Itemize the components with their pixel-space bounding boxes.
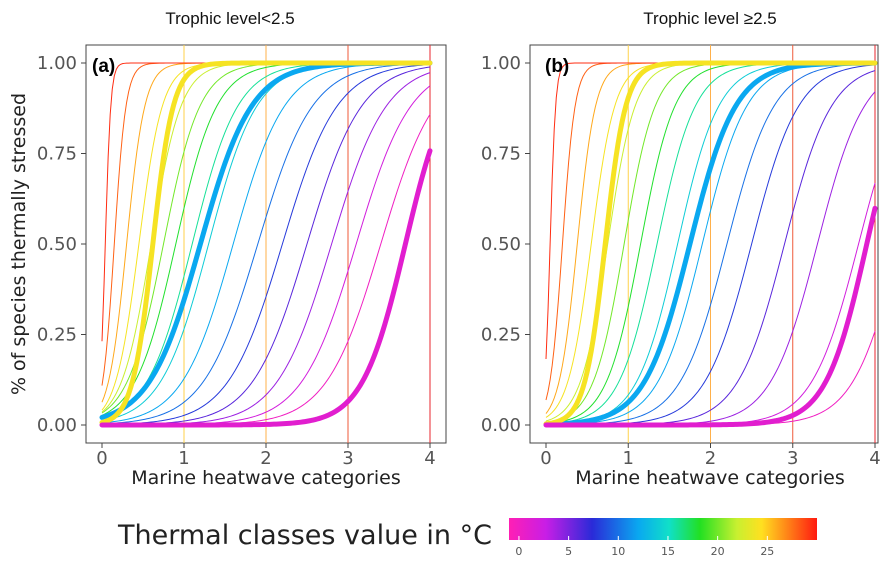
y-tick-label: 0.25 <box>481 325 521 346</box>
y-axis: 0.00 0.25 0.50 0.75 1.00 <box>37 53 86 436</box>
x-axis-title: Marine heatwave categories <box>131 467 400 489</box>
x-tick-label: 2 <box>260 448 271 469</box>
panel-label: (a) <box>92 56 115 77</box>
curve-thermal-class <box>101 63 431 425</box>
panel-a: Trophic level<2.5 0.00 0.25 0.50 0.75 1.00 0… <box>8 9 447 489</box>
x-tick-label: 3 <box>342 448 353 469</box>
panel-b: Trophic level ≥2.5 0.000.250.500.751.00 … <box>481 9 880 489</box>
y-tick-label: 1.00 <box>37 53 77 74</box>
x-tick-label: 3 <box>787 448 798 469</box>
y-tick-label: 0.50 <box>481 234 521 255</box>
panel-title: Trophic level<2.5 <box>165 9 294 28</box>
curve-thermal-class <box>101 64 431 426</box>
y-tick-label: 0.25 <box>37 325 77 346</box>
x-tick-label: 0 <box>540 448 551 469</box>
x-axis-title: Marine heatwave categories <box>575 467 844 489</box>
y-tick-label: 0.00 <box>481 415 521 436</box>
x-axis: 0 1 2 3 4 <box>96 443 436 469</box>
curves <box>543 60 878 428</box>
legend-title: Thermal classes value in °C <box>117 520 492 551</box>
x-tick-label: 1 <box>623 448 634 469</box>
legend-color-bar <box>509 518 817 540</box>
legend-tick-label: 0 <box>515 545 522 558</box>
x-tick-label: 2 <box>705 448 716 469</box>
curve-highlighted <box>543 60 878 427</box>
legend-tick-label: 15 <box>661 545 675 558</box>
panel-label: (b) <box>545 56 569 77</box>
color-legend: Thermal classes value in °C 0 5 10 15 20 25 <box>117 518 817 558</box>
vertical-reference-lines <box>627 45 876 443</box>
y-tick-label: 0.75 <box>37 144 77 165</box>
y-axis: 0.00 0.25 0.50 0.75 1.00 <box>481 53 530 436</box>
legend-tick-label: 5 <box>565 545 572 558</box>
legend-ticks: 0 5 10 15 20 25 <box>515 536 774 558</box>
curve-highlighted <box>99 60 433 425</box>
y-tick-label: 0.75 <box>481 144 521 165</box>
x-tick-label: 4 <box>424 448 435 469</box>
y-tick-label: 0.00 <box>37 415 77 436</box>
y-axis-title: % of species thermally stressed <box>8 93 30 395</box>
x-tick-label: 1 <box>178 448 189 469</box>
curve-highlighted <box>99 148 433 428</box>
x-tick-label: 0 <box>96 448 107 469</box>
y-tick-label: 0.50 <box>37 234 77 255</box>
y-tick-label: 1.00 <box>481 53 521 74</box>
x-tick-label: 4 <box>869 448 880 469</box>
legend-tick-label: 20 <box>711 545 725 558</box>
vertical-reference-lines <box>183 45 431 443</box>
curve-highlighted <box>543 205 878 428</box>
legend-tick-label: 10 <box>611 545 625 558</box>
curves <box>99 60 433 428</box>
panel-title: Trophic level ≥2.5 <box>643 9 776 28</box>
legend-tick-label: 25 <box>760 545 774 558</box>
x-axis: 0 1 2 3 4 <box>540 443 880 469</box>
